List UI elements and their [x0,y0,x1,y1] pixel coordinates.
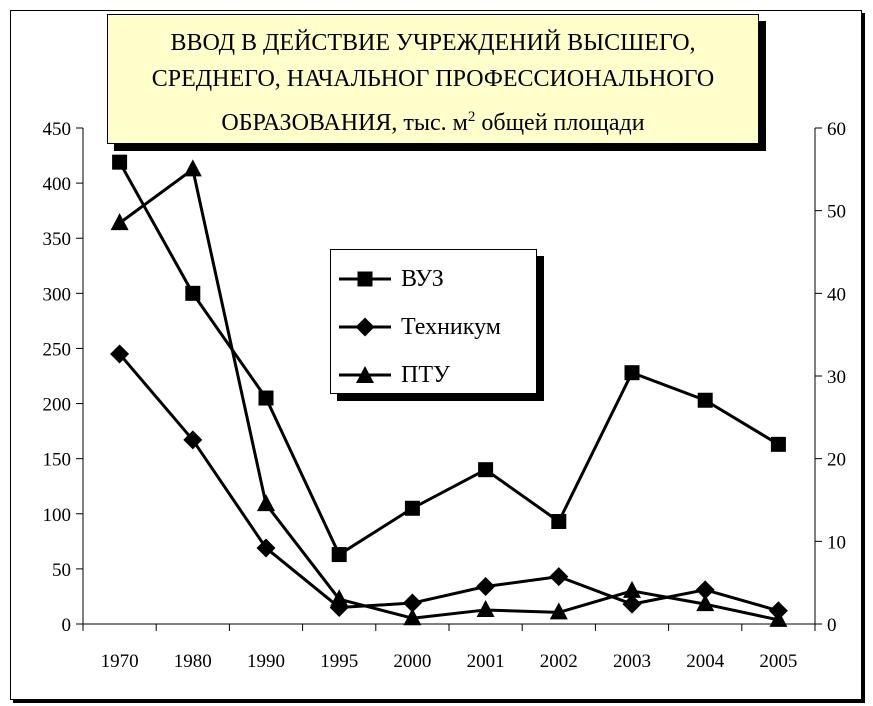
chart-title-line-3-tail: общей площади [475,110,645,136]
y-right-tick-label: 20 [827,450,846,471]
y-left-tick-label: 350 [43,229,72,250]
chart-title-line-2: СРЕДНЕГО, НАЧАЛЬНОГ ПРОФЕССИОНАЛЬНОГО [151,66,715,92]
data-point-triangle [110,213,129,231]
data-point-triangle [549,602,568,620]
legend-marker-diamond [355,317,375,337]
legend-markers [339,271,391,383]
data-point-square [551,513,567,529]
y-left-tick-label: 50 [52,560,71,581]
y-left-tick-label: 200 [43,395,72,416]
legend-label-vuz: ВУЗ [401,266,444,292]
x-tick-label: 2003 [613,651,651,672]
y-right-tick-label: 0 [827,615,837,636]
x-tick-label: 1970 [101,651,139,672]
data-point-triangle [183,159,202,177]
series-line-0 [118,161,780,557]
data-point-square [112,154,128,170]
chart-title-box: ВВОД В ДЕЙСТВИЕ УЧРЕЖДЕНИЙ ВЫСШЕГО, СРЕД… [107,14,759,144]
legend-marker-triangle [356,366,374,383]
data-point-square [331,547,347,563]
chart-title-line-3: ОБРАЗОВАНИЯ, тыс. м2 общей площади [108,103,758,137]
chart-legend: ВУЗ Техникум ПТУ [330,249,537,394]
chart-title-line-1: ВВОД В ДЕЙСТВИЕ УЧРЕЖДЕНИЙ ВЫСШЕГО, [170,30,696,56]
data-point-diamond [476,577,496,597]
y-left-tick-label: 300 [43,284,72,305]
data-point-diamond [110,344,130,364]
y-left-tick-label: 100 [43,505,72,526]
x-tick-label: 1990 [247,651,285,672]
y-right-tick-label: 30 [827,367,846,388]
y-right-tick-label: 50 [827,202,846,223]
data-point-diamond [183,430,203,450]
y-right-tick-label: 60 [827,119,846,140]
legend-marker-square [357,271,373,287]
y-left-tick-label: 0 [62,615,72,636]
data-point-square [770,436,786,452]
data-point-diamond [695,580,715,600]
data-point-square [697,392,713,408]
y-right-tick-label: 10 [827,532,846,553]
data-point-square [185,285,201,301]
data-point-square [624,365,640,381]
data-point-diamond [402,593,422,613]
y-left-tick-label: 400 [43,174,72,195]
x-tick-label: 1995 [320,651,358,672]
data-point-triangle [403,608,422,626]
y-left-tick-label: 250 [43,339,72,360]
data-point-square [258,390,274,406]
data-point-triangle [696,594,715,612]
x-tick-label: 1980 [174,651,212,672]
data-point-square [404,500,420,516]
y-right-tick-label: 40 [827,284,846,305]
data-point-triangle [769,609,788,627]
data-point-triangle [623,580,641,598]
series-line-2 [118,167,779,622]
legend-label-technikum: Техникум [401,314,501,340]
data-point-triangle [257,494,275,512]
data-point-square [478,462,494,478]
x-tick-label: 2002 [540,651,578,672]
data-point-triangle [330,589,349,607]
x-tick-label: 2001 [467,651,505,672]
data-point-diamond [622,594,642,614]
data-point-diamond [549,567,569,587]
y-left-tick-label: 450 [43,119,72,140]
chart-title-line-3-main: ОБРАЗОВАНИЯ, тыс. м [221,110,468,136]
legend-label-ptu: ПТУ [401,362,450,388]
x-tick-label: 2000 [393,651,431,672]
data-point-diamond [256,538,276,558]
x-tick-label: 2004 [686,651,725,672]
x-tick-label: 2005 [759,651,797,672]
chart-title-superscript: 2 [467,109,476,125]
data-point-triangle [476,599,495,617]
y-left-tick-label: 150 [43,450,72,471]
